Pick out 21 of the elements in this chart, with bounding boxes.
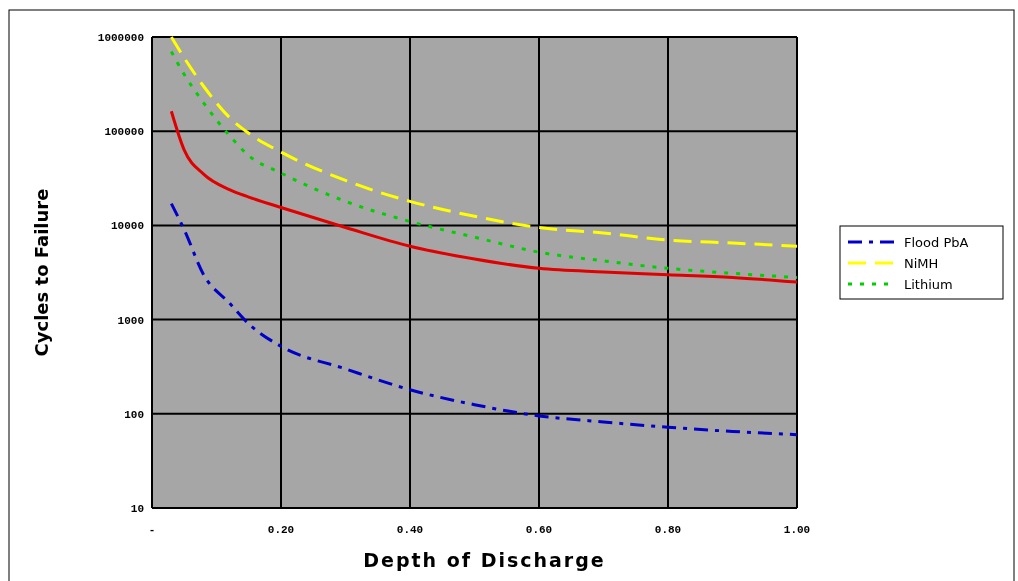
y-axis-title: Cycles to Failure bbox=[31, 188, 52, 357]
x-tick-label: 1.00 bbox=[783, 524, 811, 536]
y-tick-label: 1000000 bbox=[97, 32, 144, 44]
line-series bbox=[169, 50, 799, 279]
legend-label: Lithium bbox=[904, 277, 953, 292]
y-tick-label: 10000 bbox=[110, 220, 144, 233]
line-series bbox=[169, 109, 799, 284]
line-series bbox=[169, 35, 799, 248]
y-tick-label: 100000 bbox=[104, 126, 144, 139]
y-tick-label: 100 bbox=[124, 408, 144, 421]
y-tick-label: 10 bbox=[130, 503, 144, 515]
legend-label: Flood PbA bbox=[904, 235, 969, 250]
x-tick-label: 0.20 bbox=[267, 524, 295, 536]
line-series bbox=[169, 202, 799, 437]
x-tick-label: - bbox=[148, 524, 156, 536]
y-tick-label: 1000 bbox=[117, 314, 144, 327]
x-tick-label: 0.40 bbox=[396, 524, 424, 536]
x-tick-label: 0.80 bbox=[654, 524, 682, 536]
legend-label: NiMH bbox=[904, 256, 939, 271]
x-tick-label: 0.60 bbox=[525, 524, 553, 536]
x-axis-title: Depth of Discharge bbox=[363, 549, 606, 571]
